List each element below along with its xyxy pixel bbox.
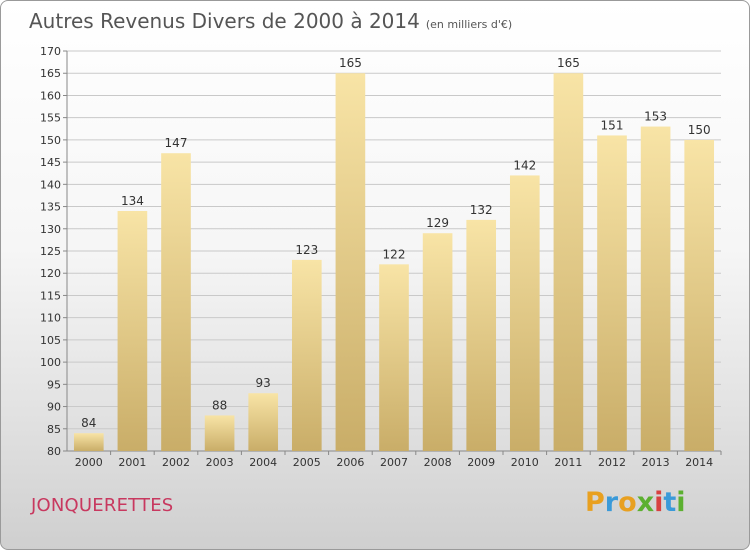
y-tick-label: 160	[40, 89, 61, 102]
y-tick-label: 115	[40, 289, 61, 302]
data-label-2010: 142	[513, 158, 536, 172]
x-tick-label-2014: 2014	[685, 456, 713, 469]
bar-2004	[248, 393, 279, 451]
bar-2013	[640, 126, 671, 452]
bar-2001	[117, 211, 148, 451]
x-tick-label-2009: 2009	[467, 456, 495, 469]
data-labels: 84 134 147 88 93 123 165 122 129 132 142 165 151 153 1…	[81, 56, 710, 430]
x-tick-label-2004: 2004	[249, 456, 277, 469]
chart-title-unit: (en milliers d'€)	[425, 18, 513, 31]
y-tick-label: 105	[40, 334, 61, 347]
x-tick-label-2002: 2002	[162, 456, 190, 469]
y-tick-label: 120	[40, 267, 61, 280]
data-label-2009: 132	[470, 203, 493, 217]
data-label-2005: 123	[295, 243, 318, 257]
y-tick-label: 170	[40, 45, 61, 58]
x-tick-label-2006: 2006	[336, 456, 364, 469]
y-tick-label: 155	[40, 112, 61, 125]
x-tick-label-2003: 2003	[206, 456, 234, 469]
y-tick-label: 140	[40, 178, 61, 191]
bar-2011	[553, 73, 584, 451]
bar-2007	[379, 264, 409, 451]
y-tick-label: 110	[40, 312, 61, 325]
chart-title: Autres Revenus Divers de 2000 à 2014 (en …	[29, 9, 512, 33]
x-tick-label-2000: 2000	[75, 456, 103, 469]
x-tick-label-2012: 2012	[598, 456, 626, 469]
bar-2005	[291, 259, 322, 451]
bar-2008	[422, 233, 453, 451]
x-tick-label-2001: 2001	[118, 456, 146, 469]
y-tick-label: 80	[47, 445, 61, 458]
logo-letter: i	[676, 487, 686, 518]
y-tick-label: 130	[40, 223, 61, 236]
data-label-2004: 93	[256, 376, 271, 390]
y-tick-label: 145	[40, 156, 61, 169]
logo-letter: i	[654, 487, 664, 518]
y-tick-label: 125	[40, 245, 61, 258]
x-tick-label-2007: 2007	[380, 456, 408, 469]
bar-2010	[509, 175, 540, 451]
y-tick-label: 150	[40, 134, 61, 147]
y-tick-label: 100	[40, 356, 61, 369]
x-tick-label-2011: 2011	[554, 456, 582, 469]
logo-letter: x	[636, 487, 655, 518]
bar-2009	[466, 219, 497, 451]
y-tick-label: 85	[47, 423, 61, 436]
y-tick-label: 90	[47, 401, 61, 414]
chart-title-main: Autres Revenus Divers de 2000 à 2014	[29, 9, 420, 33]
data-label-2007: 122	[383, 247, 406, 261]
y-axis-ticks: 80 85 90 95 100 105 110 115 120 125 130 135 140 145 15…	[40, 45, 67, 458]
logo-letter: o	[618, 487, 637, 518]
bars	[73, 73, 715, 452]
data-label-2003: 88	[212, 398, 227, 412]
data-label-2012: 151	[601, 118, 624, 132]
bar-2002	[161, 153, 191, 451]
y-tick-label: 165	[40, 67, 61, 80]
logo-letter: r	[604, 487, 619, 518]
data-label-2014: 150	[688, 123, 711, 137]
bar-2000	[73, 433, 104, 451]
data-label-2000: 84	[81, 416, 96, 430]
data-label-2001: 134	[121, 194, 144, 208]
bar-2003	[204, 415, 235, 451]
data-label-2002: 147	[165, 136, 188, 150]
y-tick-label: 135	[40, 201, 61, 214]
x-tick-label-2010: 2010	[511, 456, 539, 469]
data-label-2011: 165	[557, 56, 580, 70]
x-tick-label-2008: 2008	[424, 456, 452, 469]
proxiti-logo: Proxiti	[585, 487, 686, 518]
bar-2012	[597, 135, 627, 451]
x-axis-ticks: 2000 2001 2002 2003 2004 2005 2006 2007 2008 2009…	[75, 451, 722, 469]
bar-2006	[335, 73, 366, 451]
data-label-2008: 129	[426, 216, 449, 230]
y-tick-label: 95	[47, 378, 61, 391]
x-tick-label-2013: 2013	[642, 456, 670, 469]
bar-2014	[684, 139, 715, 451]
x-tick-label-2005: 2005	[293, 456, 321, 469]
data-label-2013: 153	[644, 110, 667, 124]
logo-letter: t	[663, 487, 677, 518]
data-label-2006: 165	[339, 56, 362, 70]
city-name: JONQUERETTES	[31, 495, 174, 516]
logo-letter: P	[585, 487, 605, 518]
